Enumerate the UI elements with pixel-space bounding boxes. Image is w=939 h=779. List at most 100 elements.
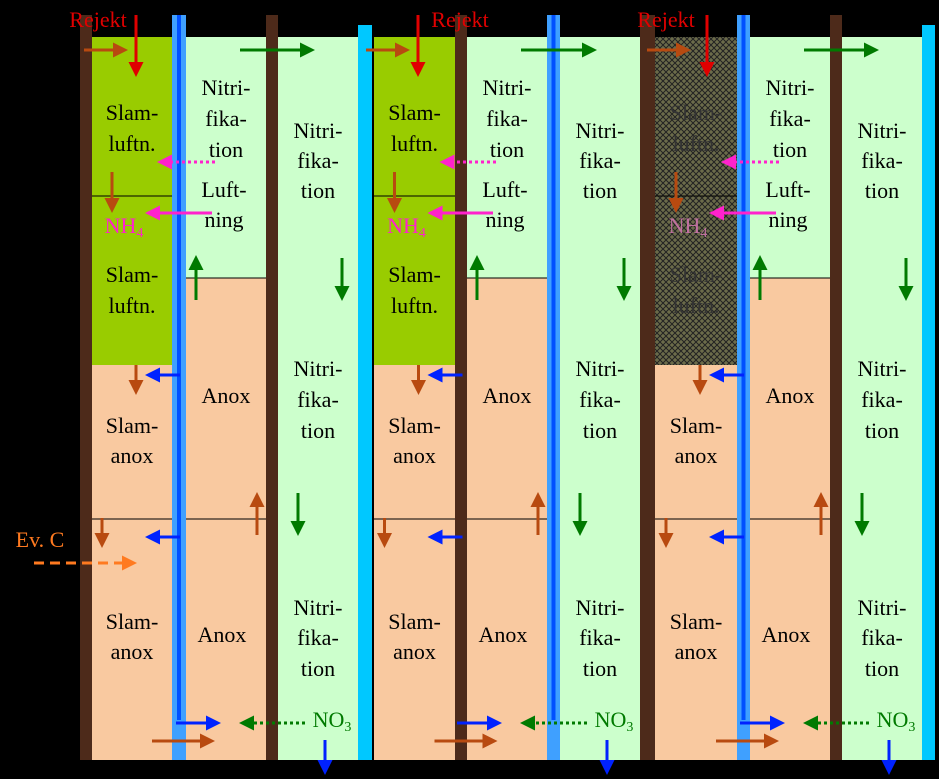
zone-label: tion <box>209 137 243 162</box>
zone-label: Slam- <box>670 609 723 634</box>
chem-base: NO <box>595 707 627 732</box>
zone-label: Nitri- <box>858 118 907 143</box>
zone-label: Luft- <box>765 177 810 202</box>
zone-label: Slam- <box>106 609 159 634</box>
zone-label: ning <box>204 207 243 232</box>
zone-label: Nitri- <box>766 75 815 100</box>
zone-label: fika- <box>861 148 903 173</box>
chem-label: NO3 <box>877 707 916 735</box>
nitrification-zone <box>186 37 266 278</box>
zone-label: Slam- <box>106 413 159 438</box>
zone-label: Anox <box>483 383 532 408</box>
zone-label: Anox <box>198 622 247 647</box>
chem-sub: 4 <box>700 226 707 241</box>
zone-label: Nitri- <box>294 595 343 620</box>
zone-label: tion <box>583 418 617 443</box>
zone-label: tion <box>490 137 524 162</box>
zone-label: Nitri- <box>202 75 251 100</box>
zone-label: luftn. <box>672 131 719 156</box>
chem-sub: 4 <box>136 226 143 241</box>
zone-label: anox <box>675 639 718 664</box>
nitrification-zone <box>750 37 830 278</box>
zone-label: Slam- <box>670 100 723 125</box>
chem-base: NO <box>313 707 345 732</box>
zone-label: fika- <box>579 387 621 412</box>
rejekt-label: Rejekt <box>637 7 694 32</box>
zone-label: tion <box>301 178 335 203</box>
zone-label: Nitri- <box>858 595 907 620</box>
zone-label: Anox <box>766 383 815 408</box>
chem-label: NH4 <box>105 213 144 241</box>
nitrification-column <box>278 37 358 760</box>
chem-sub: 3 <box>344 720 351 735</box>
nitrification-column <box>560 37 640 760</box>
zone-label: Anox <box>202 383 251 408</box>
zone-label: tion <box>583 656 617 681</box>
zone-label: tion <box>301 418 335 443</box>
zone-label: Nitri- <box>294 356 343 381</box>
zone-label: tion <box>865 418 899 443</box>
zone-label: Nitri- <box>576 356 625 381</box>
zone-label: tion <box>301 656 335 681</box>
zone-label: luftn. <box>391 131 438 156</box>
chem-base: NH <box>669 213 701 238</box>
chem-sub: 3 <box>626 720 633 735</box>
zone-label: fika- <box>579 625 621 650</box>
cyan-pipe <box>922 25 935 760</box>
zone-label: anox <box>111 443 154 468</box>
zone-label: Anox <box>479 622 528 647</box>
zone-label: Nitri- <box>483 75 532 100</box>
rejekt-label: Rejekt <box>69 7 126 32</box>
zone-label: fika- <box>205 106 247 131</box>
zone-label: luftn. <box>108 293 155 318</box>
wall <box>640 15 655 760</box>
zone-label: Nitri- <box>576 595 625 620</box>
zone-label: Luft- <box>201 177 246 202</box>
chem-label: NO3 <box>313 707 352 735</box>
wall <box>80 15 92 760</box>
zone-label: Nitri- <box>858 356 907 381</box>
zone-label: luftn. <box>672 293 719 318</box>
sludge-anox-zone <box>655 365 737 760</box>
zone-label: ning <box>768 207 807 232</box>
wall <box>455 15 467 760</box>
rejekt-label: Rejekt <box>431 7 488 32</box>
zone-label: Slam- <box>670 413 723 438</box>
wall <box>266 15 278 760</box>
zone-label: fika- <box>297 148 339 173</box>
wall <box>830 15 842 760</box>
chem-base: NO <box>877 707 909 732</box>
zone-label: Slam- <box>388 262 441 287</box>
chem-base: NH <box>105 213 137 238</box>
chem-label: NH4 <box>669 213 708 241</box>
zone-label: anox <box>111 639 154 664</box>
zone-label: luftn. <box>108 131 155 156</box>
chem-sub: 3 <box>908 720 915 735</box>
zone-label: fika- <box>769 106 811 131</box>
zone-label: ning <box>485 207 524 232</box>
zone-label: Anox <box>762 622 811 647</box>
zone-label: fika- <box>486 106 528 131</box>
zone-label: Slam- <box>670 262 723 287</box>
zone-label: fika- <box>579 148 621 173</box>
zone-label: Nitri- <box>576 118 625 143</box>
zone-label: fika- <box>861 625 903 650</box>
zone-label: fika- <box>297 387 339 412</box>
zone-label: anox <box>675 443 718 468</box>
zone-label: tion <box>583 178 617 203</box>
zone-label: tion <box>865 656 899 681</box>
zone-label: Luft- <box>482 177 527 202</box>
chem-label: NH4 <box>387 213 426 241</box>
ev-c-label: Ev. C <box>16 527 65 552</box>
chem-base: NH <box>387 213 419 238</box>
zone-label: Slam- <box>106 262 159 287</box>
zone-label: Nitri- <box>294 118 343 143</box>
zone-label: Slam- <box>388 100 441 125</box>
chem-label: NO3 <box>595 707 634 735</box>
zone-label: luftn. <box>391 293 438 318</box>
nitrification-zone <box>467 37 547 278</box>
zone-label: tion <box>865 178 899 203</box>
zone-label: Slam- <box>388 609 441 634</box>
chem-sub: 4 <box>419 226 426 241</box>
